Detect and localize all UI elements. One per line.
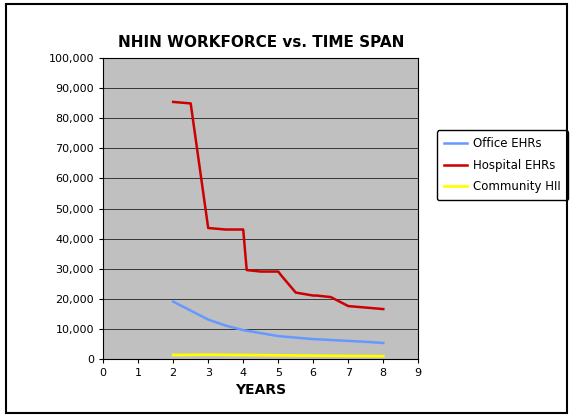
- Hospital EHRs: [275, 269, 282, 274]
- Office EHRs: [240, 328, 246, 333]
- Hospital EHRs: [327, 294, 334, 299]
- Hospital EHRs: [244, 268, 250, 273]
- Office EHRs: [380, 341, 387, 346]
- Office EHRs: [362, 339, 369, 344]
- Hospital EHRs: [313, 293, 320, 298]
- Community HII: [345, 354, 352, 359]
- Hospital EHRs: [240, 227, 246, 232]
- Hospital EHRs: [187, 101, 194, 106]
- Hospital EHRs: [310, 293, 317, 298]
- X-axis label: YEARS: YEARS: [235, 383, 286, 397]
- Hospital EHRs: [205, 226, 211, 231]
- Office EHRs: [275, 334, 282, 339]
- Office EHRs: [187, 308, 194, 313]
- Legend: Office EHRs, Hospital EHRs, Community HII: Office EHRs, Hospital EHRs, Community HI…: [437, 131, 568, 200]
- Community HII: [240, 352, 246, 357]
- Hospital EHRs: [257, 269, 264, 274]
- Hospital EHRs: [362, 305, 369, 310]
- Community HII: [205, 352, 211, 357]
- Line: Office EHRs: Office EHRs: [173, 301, 383, 343]
- Hospital EHRs: [278, 274, 285, 279]
- Line: Community HII: Community HII: [173, 355, 383, 356]
- Office EHRs: [310, 337, 317, 342]
- Hospital EHRs: [292, 290, 299, 295]
- Title: NHIN WORKFORCE vs. TIME SPAN: NHIN WORKFORCE vs. TIME SPAN: [117, 35, 404, 50]
- Office EHRs: [327, 337, 334, 342]
- Hospital EHRs: [222, 227, 229, 232]
- Office EHRs: [205, 317, 211, 322]
- Community HII: [380, 354, 387, 359]
- Office EHRs: [222, 323, 229, 328]
- Hospital EHRs: [380, 306, 387, 311]
- Office EHRs: [257, 331, 264, 336]
- Hospital EHRs: [345, 304, 352, 309]
- Hospital EHRs: [170, 99, 176, 104]
- Office EHRs: [292, 335, 299, 340]
- Office EHRs: [170, 299, 176, 304]
- Community HII: [310, 353, 317, 358]
- Office EHRs: [345, 339, 352, 344]
- Line: Hospital EHRs: Hospital EHRs: [173, 102, 383, 309]
- Community HII: [170, 352, 176, 357]
- Community HII: [275, 353, 282, 358]
